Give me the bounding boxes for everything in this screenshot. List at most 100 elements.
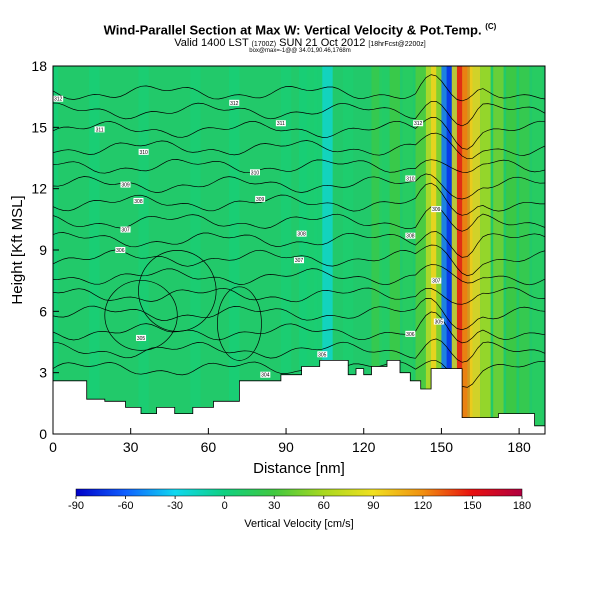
theta-contour-8 bbox=[53, 206, 545, 232]
velocity-column-3 bbox=[190, 66, 201, 434]
velocity-column-18 bbox=[436, 66, 447, 434]
velocity-column-28 bbox=[519, 66, 530, 434]
contour-label-0: 312 bbox=[53, 95, 64, 103]
x-axis-ticks: 0 30 60 90 120 150 180 bbox=[49, 428, 531, 455]
contour-label-19: 308 bbox=[405, 232, 416, 240]
svg-text:308: 308 bbox=[134, 199, 143, 205]
svg-text:308: 308 bbox=[297, 232, 306, 238]
svg-text:306: 306 bbox=[406, 332, 415, 338]
contour-label-10: 310 bbox=[249, 169, 260, 176]
svg-text:310: 310 bbox=[251, 170, 260, 176]
theta-contour-5 bbox=[53, 264, 545, 286]
velocity-column-20 bbox=[446, 66, 457, 434]
svg-text:307: 307 bbox=[295, 258, 304, 264]
velocity-column-19 bbox=[441, 66, 452, 434]
svg-text:312: 312 bbox=[230, 101, 239, 107]
svg-text:310: 310 bbox=[406, 176, 415, 182]
theta-contour-15 bbox=[53, 74, 545, 102]
contour-label-11: 309 bbox=[255, 195, 266, 203]
contour-label-3: 309 bbox=[120, 181, 131, 189]
contour-label-18: 309 bbox=[431, 206, 442, 213]
theta-contour-3 bbox=[53, 298, 545, 331]
chart-subtitle: Valid 1400 LST (1700Z) SUN 21 Oct 2012 [… bbox=[174, 37, 426, 49]
closed-contour-0 bbox=[104, 280, 178, 351]
colorbar-ticks: -90 -60 -30 0 30 60 90 120 150 180 bbox=[68, 496, 531, 512]
contour-label-15: 305 bbox=[317, 351, 328, 358]
x-tick-label-0: 0 bbox=[49, 439, 57, 455]
velocity-column-13 bbox=[389, 66, 400, 434]
velocity-column-8 bbox=[314, 66, 325, 434]
y-tick-label-9: 9 bbox=[39, 242, 47, 258]
x-tick-label-150: 150 bbox=[430, 439, 454, 455]
colorbar-tick-label--30: -30 bbox=[167, 500, 183, 512]
velocity-column-5 bbox=[280, 66, 292, 434]
theta-contour-2 bbox=[53, 311, 545, 344]
x-tick-label-60: 60 bbox=[201, 439, 217, 455]
svg-text:305: 305 bbox=[318, 352, 327, 358]
colorbar-tick-label--60: -60 bbox=[118, 500, 134, 512]
svg-text:305: 305 bbox=[435, 320, 444, 326]
contour-label-7: 305 bbox=[136, 334, 147, 342]
colorbar-tick-label-180: 180 bbox=[513, 500, 531, 512]
subtitle-small-1: (1700Z) bbox=[251, 41, 277, 48]
x-tick-label-30: 30 bbox=[123, 439, 139, 455]
svg-text:311: 311 bbox=[96, 127, 104, 133]
colorbar-tick-label-120: 120 bbox=[414, 500, 432, 512]
velocity-column-11 bbox=[371, 66, 382, 434]
x-axis-label: Distance [nm] bbox=[253, 460, 345, 477]
terrain-mask bbox=[52, 360, 546, 435]
contour-label-1: 311 bbox=[94, 126, 105, 133]
theta-contour-12 bbox=[53, 132, 545, 160]
contour-label-17: 310 bbox=[405, 175, 416, 182]
theta-contour-4 bbox=[53, 287, 545, 305]
theta-contour-10 bbox=[53, 173, 545, 200]
contour-label-12: 308 bbox=[296, 230, 307, 238]
svg-text:307: 307 bbox=[432, 279, 441, 285]
contour-label-20: 307 bbox=[431, 277, 442, 285]
y-tick-label-3: 3 bbox=[39, 365, 47, 381]
chart-info-line: box@max=-1@@ 34.01,90.46,1768m bbox=[249, 48, 351, 54]
svg-text:309: 309 bbox=[256, 197, 265, 203]
contour-label-22: 305 bbox=[433, 318, 444, 326]
theta-contour-1 bbox=[53, 338, 545, 363]
contour-label-9: 311 bbox=[275, 120, 286, 127]
svg-text:312: 312 bbox=[54, 97, 63, 103]
colorbar-title: Vertical Velocity [cm/s] bbox=[244, 518, 353, 530]
svg-text:310: 310 bbox=[139, 150, 148, 156]
velocity-column-23 bbox=[462, 66, 473, 434]
velocity-column-7 bbox=[306, 66, 318, 434]
contour-label-13: 307 bbox=[294, 257, 304, 264]
y-tick-label-12: 12 bbox=[31, 181, 47, 197]
svg-text:304: 304 bbox=[261, 373, 270, 379]
colorbar bbox=[75, 488, 523, 497]
svg-text:309: 309 bbox=[121, 183, 130, 189]
colorbar-tick-label-90: 90 bbox=[367, 500, 379, 512]
contour-labels: 312 311 310 309 308 307 306 305 312 311 310 309 308 3… bbox=[53, 95, 444, 379]
svg-text:306: 306 bbox=[116, 248, 125, 254]
velocity-column-25 bbox=[480, 66, 491, 434]
x-tick-label-180: 180 bbox=[507, 439, 531, 455]
theta-contours bbox=[53, 74, 545, 388]
x-tick-label-120: 120 bbox=[352, 439, 376, 455]
colorbar-tick-label-60: 60 bbox=[318, 500, 330, 512]
closed-contour-1 bbox=[138, 250, 217, 332]
theta-contour-13 bbox=[53, 117, 545, 150]
velocity-column-27 bbox=[506, 66, 517, 434]
svg-text:311: 311 bbox=[277, 121, 285, 127]
contour-label-2: 310 bbox=[138, 148, 149, 156]
velocity-column-1 bbox=[89, 66, 100, 434]
velocity-columns bbox=[53, 66, 543, 434]
x-tick-label-90: 90 bbox=[278, 439, 294, 455]
svg-text:308: 308 bbox=[406, 234, 415, 240]
theta-contour-0 bbox=[53, 360, 545, 388]
y-axis-label: Height [Kft MSL] bbox=[9, 195, 26, 304]
y-tick-label-15: 15 bbox=[31, 119, 47, 135]
theta-contour-9 bbox=[53, 182, 545, 216]
svg-text:305: 305 bbox=[137, 336, 146, 342]
chart-title: Wind-Parallel Section at Max W: Vertical… bbox=[103, 22, 497, 38]
y-tick-label-18: 18 bbox=[31, 58, 47, 74]
contour-label-21: 306 bbox=[405, 330, 416, 338]
subtitle-small-2: [18hrFcst@2200z] bbox=[368, 41, 426, 48]
contour-label-16: 312 bbox=[413, 120, 424, 127]
